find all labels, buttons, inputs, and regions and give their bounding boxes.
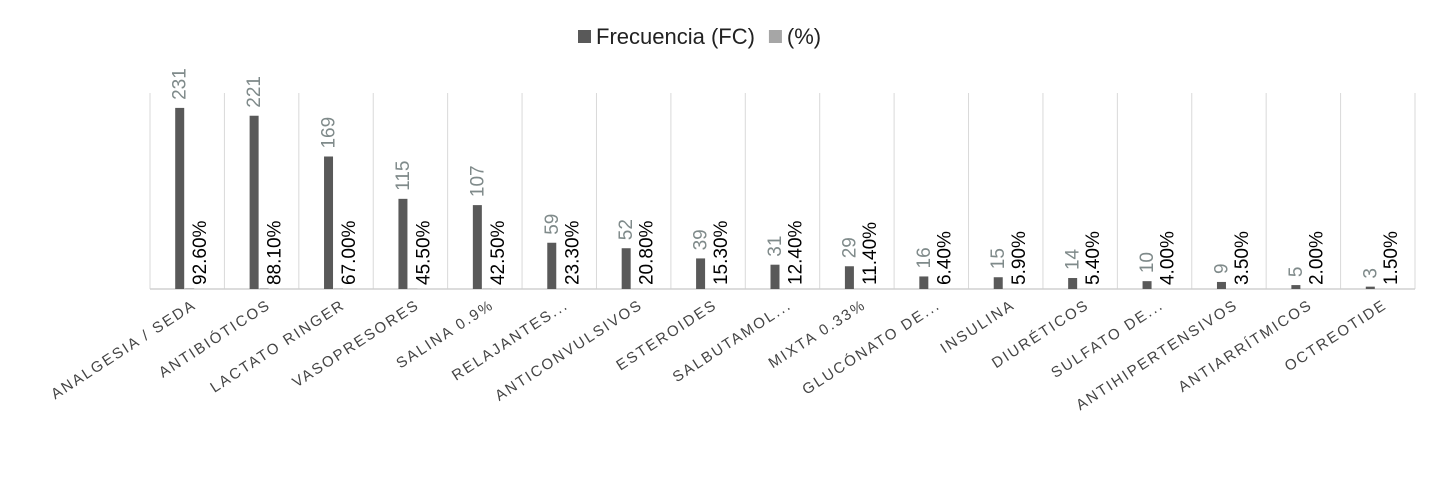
data-label: 11.40% — [860, 222, 881, 285]
data-label: 12.40% — [786, 220, 807, 285]
data-label: 169 — [319, 117, 340, 149]
bar — [185, 288, 195, 289]
data-label: 231 — [170, 68, 191, 100]
bar — [1365, 286, 1375, 289]
legend-label: (%) — [787, 24, 821, 49]
data-label: 1.50% — [1381, 231, 1402, 285]
data-label: 5 — [1286, 267, 1307, 278]
bar — [1142, 281, 1152, 289]
data-label: 31 — [765, 236, 786, 257]
bar — [334, 288, 344, 289]
data-label: 23.30% — [562, 220, 583, 285]
bar — [621, 248, 631, 289]
bar — [398, 198, 408, 289]
legend-label: Frecuencia (FC) — [596, 24, 755, 49]
bar — [844, 266, 854, 289]
data-label: 39 — [691, 229, 712, 250]
legend-swatch — [768, 30, 782, 43]
data-label: 115 — [393, 161, 414, 191]
data-label: 67.00% — [339, 220, 360, 285]
bar — [770, 264, 780, 289]
data-label: 6.40% — [934, 231, 955, 285]
data-label: 3.50% — [1232, 231, 1253, 285]
data-label: 29 — [839, 237, 860, 258]
legend-swatch — [578, 30, 591, 43]
data-label: 221 — [244, 76, 265, 108]
data-label: 5.90% — [1009, 231, 1030, 285]
data-label: 10 — [1137, 252, 1158, 273]
data-label: 45.50% — [413, 220, 434, 285]
bar — [259, 288, 269, 289]
data-label: 3 — [1360, 268, 1381, 279]
data-label: 88.10% — [265, 220, 286, 285]
x-tick-label: ANTIARRÍTMICOS — [1175, 296, 1315, 395]
data-label: 2.00% — [1306, 231, 1327, 285]
data-label: 20.80% — [637, 220, 658, 285]
x-tick-label: ANALGESIA / SEDA — [48, 296, 199, 403]
bar — [696, 258, 706, 289]
bar — [1291, 285, 1301, 289]
x-tick-label: LACTATO RINGER — [207, 296, 348, 396]
data-label: 14 — [1063, 248, 1084, 270]
bar — [993, 277, 1003, 289]
data-label: 59 — [542, 214, 563, 235]
data-label: 107 — [467, 165, 488, 197]
bar — [547, 242, 557, 289]
data-label: 4.00% — [1158, 231, 1179, 285]
bar — [472, 205, 482, 289]
data-label: 15 — [988, 248, 1009, 269]
x-tick-label: VASOPRESORES — [289, 296, 422, 391]
x-tick-label: ANTICONVULSIVOS — [492, 296, 646, 404]
data-label: 42.50% — [488, 220, 509, 285]
x-tick-label: GLUCÓNATO DE... — [799, 296, 943, 398]
bar — [1068, 278, 1078, 289]
bar — [1216, 281, 1226, 289]
bar — [249, 115, 259, 290]
bar — [919, 276, 929, 289]
data-label: 15.30% — [711, 220, 732, 285]
x-tick-label: SALBUTAMOL... — [670, 296, 795, 386]
data-label: 5.40% — [1083, 231, 1104, 285]
data-label: 16 — [914, 247, 935, 268]
bar — [175, 107, 185, 289]
bar — [324, 156, 334, 289]
data-label: 9 — [1211, 263, 1232, 274]
data-label: 92.60% — [190, 220, 211, 285]
data-label: 52 — [616, 219, 637, 240]
